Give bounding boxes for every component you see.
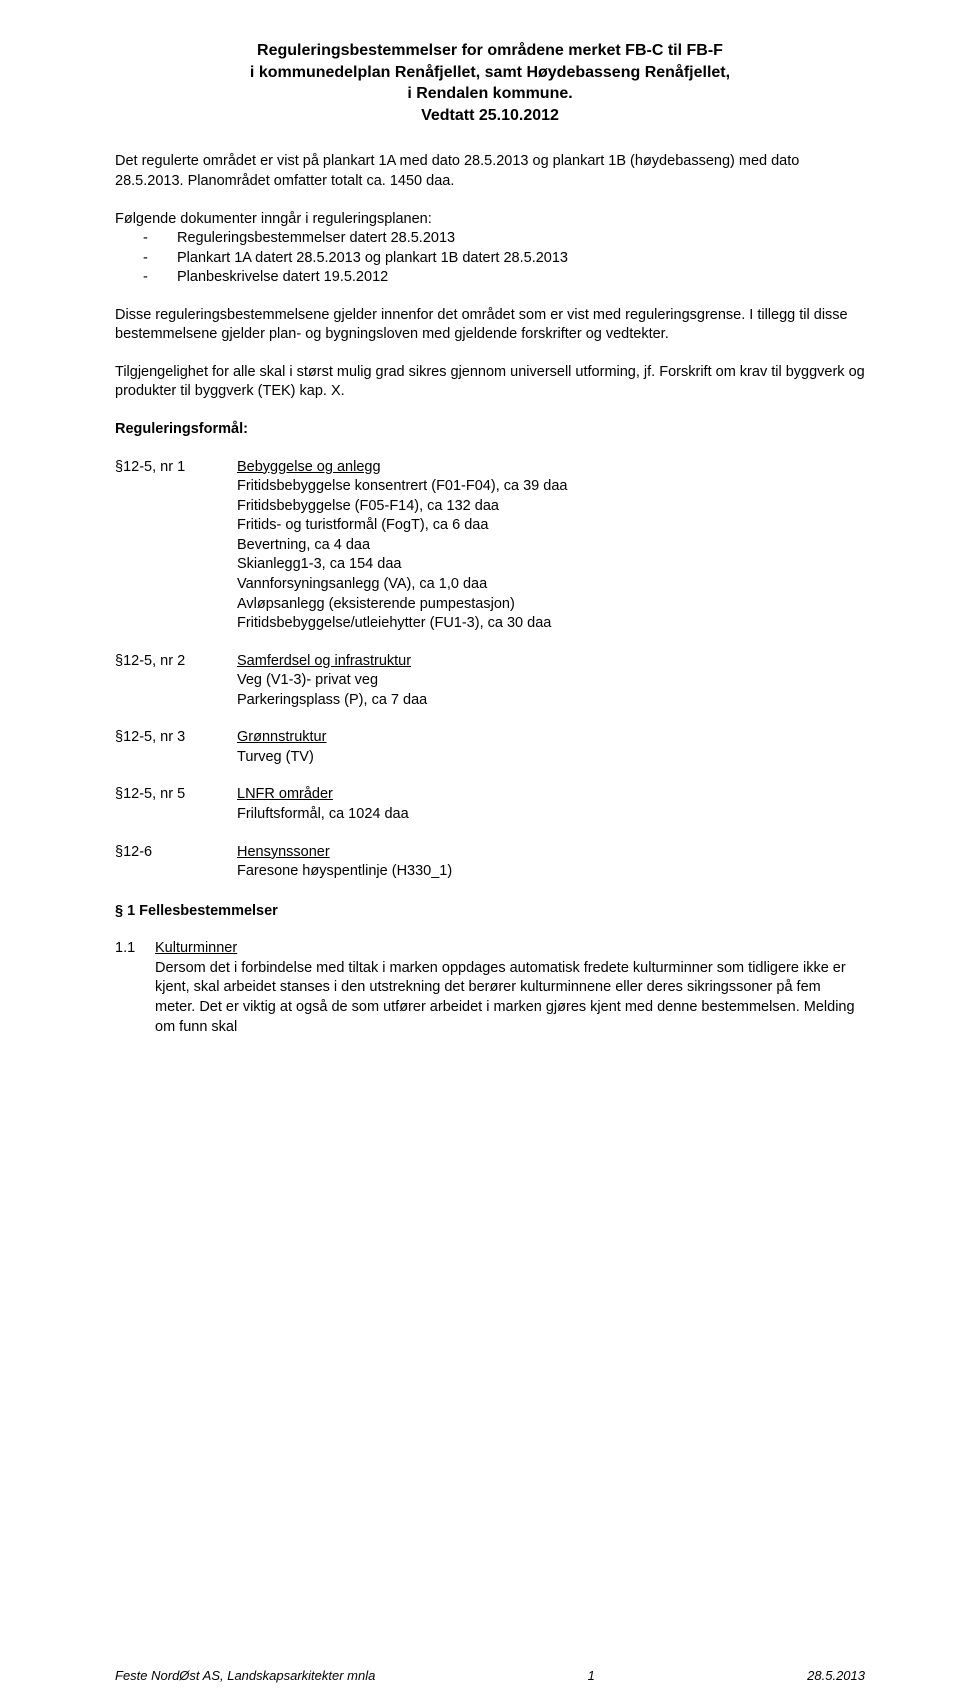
- section-line: Fritids- og turistformål (FogT), ca 6 da…: [237, 516, 865, 536]
- subsection-number: 1.1: [115, 939, 155, 1037]
- section-line: Fritidsbebyggelse/utleiehytter (FU1-3), …: [237, 614, 865, 634]
- documents-list-item: - Planbeskrivelse datert 19.5.2012: [115, 268, 865, 288]
- section-row: §12-6 Hensynssoner Faresone høyspentlinj…: [115, 843, 865, 882]
- documents-list-item: - Reguleringsbestemmelser datert 28.5.20…: [115, 229, 865, 249]
- dash-icon: -: [143, 268, 177, 288]
- subsection-body: Kulturminner Dersom det i forbindelse me…: [155, 939, 865, 1037]
- section-row: §12-5, nr 1 Bebyggelse og anlegg Fritids…: [115, 458, 865, 634]
- section-heading: Bebyggelse og anlegg: [237, 458, 865, 478]
- accessibility-paragraph: Tilgjengelighet for alle skal i størst m…: [115, 363, 865, 402]
- section-line: Skianlegg1-3, ca 154 daa: [237, 555, 865, 575]
- fellesbestemmelser-block: § 1 Fellesbestemmelser 1.1 Kulturminner …: [115, 902, 865, 1037]
- section-body: Bebyggelse og anlegg Fritidsbebyggelse k…: [237, 458, 865, 634]
- document-header: Reguleringsbestemmelser for områdene mer…: [115, 40, 865, 126]
- header-line-2: i kommunedelplan Renåfjellet, samt Høyde…: [115, 62, 865, 84]
- section-row: §12-5, nr 5 LNFR områder Friluftsformål,…: [115, 785, 865, 824]
- subsection-text: Dersom det i forbindelse med tiltak i ma…: [155, 960, 855, 1035]
- felles-title: § 1 Fellesbestemmelser: [115, 902, 865, 922]
- section-body: Hensynssoner Faresone høyspentlinje (H33…: [237, 843, 865, 882]
- section-label: §12-5, nr 1: [115, 458, 237, 634]
- section-body: Samferdsel og infrastruktur Veg (V1-3)- …: [237, 652, 865, 711]
- section-label: §12-6: [115, 843, 237, 882]
- section-heading: LNFR områder: [237, 785, 865, 805]
- documents-block: Følgende dokumenter inngår i regulerings…: [115, 210, 865, 288]
- document-page: Reguleringsbestemmelser for områdene mer…: [0, 0, 960, 1703]
- documents-list: - Reguleringsbestemmelser datert 28.5.20…: [115, 229, 865, 288]
- documents-intro: Følgende dokumenter inngår i regulerings…: [115, 210, 865, 230]
- page-footer: Feste NordØst AS, Landskapsarkitekter mn…: [115, 1668, 865, 1683]
- section-line: Turveg (TV): [237, 748, 865, 768]
- section-row: §12-5, nr 2 Samferdsel og infrastruktur …: [115, 652, 865, 711]
- section-body: LNFR områder Friluftsformål, ca 1024 daa: [237, 785, 865, 824]
- header-line-4: Vedtatt 25.10.2012: [115, 105, 865, 127]
- sections-table: §12-5, nr 1 Bebyggelse og anlegg Fritids…: [115, 458, 865, 882]
- scope-paragraph: Disse reguleringsbestemmelsene gjelder i…: [115, 306, 865, 345]
- section-line: Vannforsyningsanlegg (VA), ca 1,0 daa: [237, 575, 865, 595]
- footer-date: 28.5.2013: [807, 1668, 865, 1683]
- section-heading: Hensynssoner: [237, 843, 865, 863]
- section-line: Fritidsbebyggelse konsentrert (F01-F04),…: [237, 477, 865, 497]
- section-label: §12-5, nr 5: [115, 785, 237, 824]
- intro-paragraph-1: Det regulerte området er vist på plankar…: [115, 152, 865, 191]
- section-line: Bevertning, ca 4 daa: [237, 536, 865, 556]
- section-line: Faresone høyspentlinje (H330_1): [237, 862, 865, 882]
- footer-page-number: 1: [588, 1668, 595, 1683]
- dash-icon: -: [143, 229, 177, 249]
- reguleringsformal-label: Reguleringsformål:: [115, 420, 865, 440]
- subsection-title: Kulturminner: [155, 940, 237, 956]
- subsection-row: 1.1 Kulturminner Dersom det i forbindels…: [115, 939, 865, 1037]
- section-line: Parkeringsplass (P), ca 7 daa: [237, 691, 865, 711]
- footer-left: Feste NordØst AS, Landskapsarkitekter mn…: [115, 1668, 375, 1683]
- documents-list-text: Reguleringsbestemmelser datert 28.5.2013: [177, 229, 455, 249]
- section-heading: Grønnstruktur: [237, 728, 865, 748]
- header-line-1: Reguleringsbestemmelser for områdene mer…: [115, 40, 865, 62]
- dash-icon: -: [143, 249, 177, 269]
- section-line: Avløpsanlegg (eksisterende pumpestasjon): [237, 595, 865, 615]
- documents-list-text: Plankart 1A datert 28.5.2013 og plankart…: [177, 249, 568, 269]
- section-body: Grønnstruktur Turveg (TV): [237, 728, 865, 767]
- header-line-3: i Rendalen kommune.: [115, 83, 865, 105]
- section-line: Friluftsformål, ca 1024 daa: [237, 805, 865, 825]
- section-heading: Samferdsel og infrastruktur: [237, 652, 865, 672]
- documents-list-text: Planbeskrivelse datert 19.5.2012: [177, 268, 388, 288]
- section-label: §12-5, nr 3: [115, 728, 237, 767]
- section-line: Fritidsbebyggelse (F05-F14), ca 132 daa: [237, 497, 865, 517]
- documents-list-item: - Plankart 1A datert 28.5.2013 og planka…: [115, 249, 865, 269]
- section-label: §12-5, nr 2: [115, 652, 237, 711]
- section-row: §12-5, nr 3 Grønnstruktur Turveg (TV): [115, 728, 865, 767]
- section-line: Veg (V1-3)- privat veg: [237, 671, 865, 691]
